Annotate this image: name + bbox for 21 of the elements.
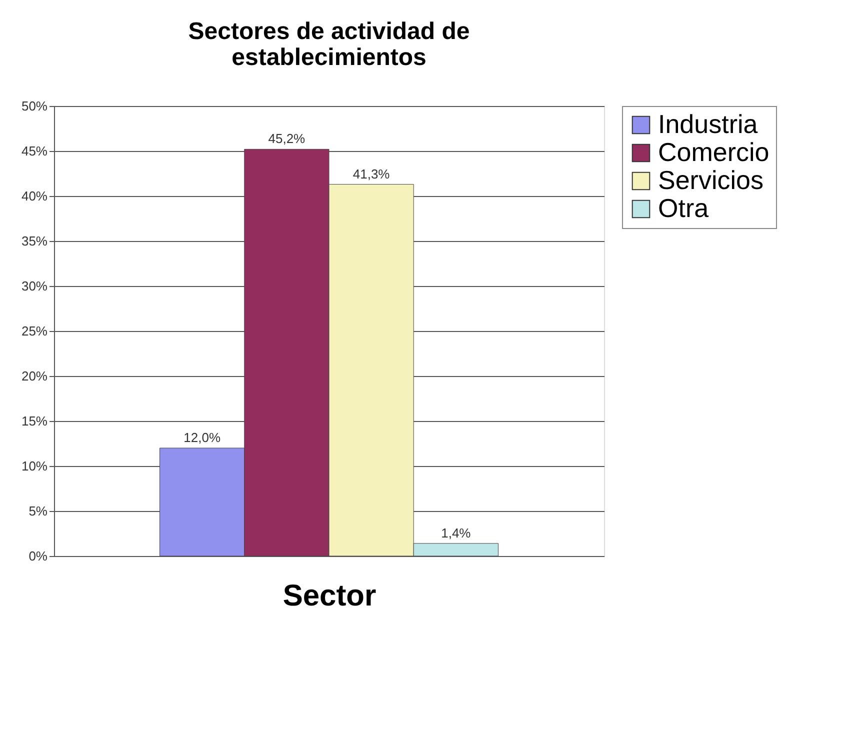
y-tick-label: 0% xyxy=(28,548,48,564)
data-label: 45,2% xyxy=(268,131,306,146)
data-label: 1,4% xyxy=(441,525,472,540)
chart-title: Sectores de actividad de establecimientos xyxy=(188,18,470,71)
y-tick-label: 5% xyxy=(28,504,48,518)
y-tick-label: 30% xyxy=(21,278,48,294)
y-tick-label: 50% xyxy=(21,98,48,114)
legend-label: Servicios xyxy=(658,165,764,195)
y-tick-label: 35% xyxy=(21,234,48,248)
legend-label: Industria xyxy=(658,109,758,139)
y-tick-label: 15% xyxy=(21,414,48,428)
data-label: 12,0% xyxy=(184,430,221,445)
y-tick-label: 10% xyxy=(21,458,48,474)
y-tick-label: 40% xyxy=(21,188,48,204)
y-tick-label: 20% xyxy=(21,368,48,384)
x-axis-title: Sector xyxy=(282,580,377,612)
y-tick-label: 45% xyxy=(21,144,48,158)
legend-label: Otra xyxy=(658,193,710,223)
y-tick-label: 25% xyxy=(21,324,48,338)
legend-label: Comercio xyxy=(658,137,770,167)
data-label: 41,3% xyxy=(352,166,390,182)
